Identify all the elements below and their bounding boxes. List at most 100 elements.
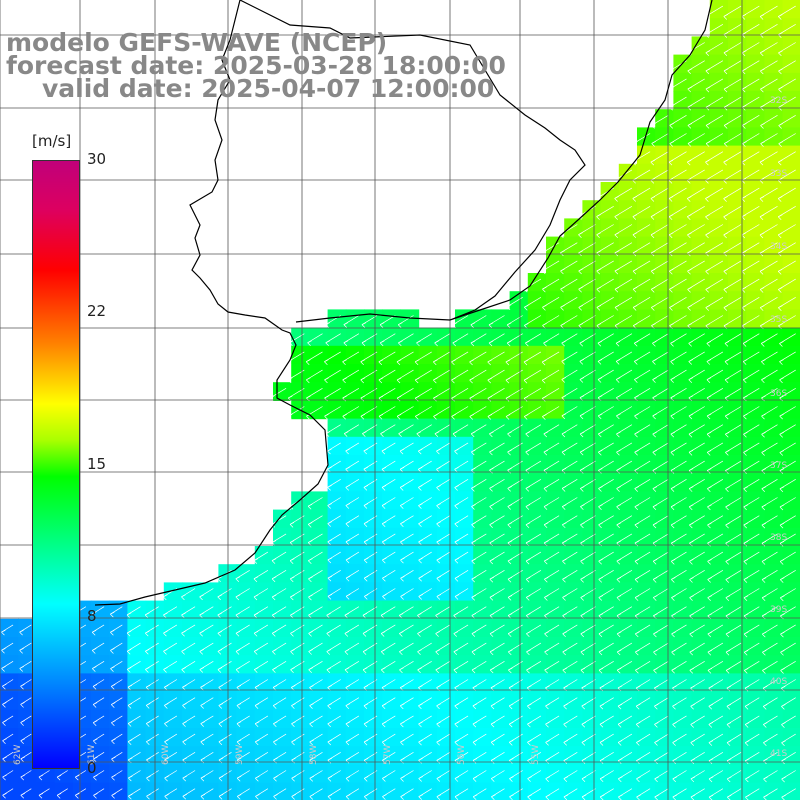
wind-arrow-head	[525, 595, 531, 601]
wind-arrow-head	[490, 703, 496, 710]
wind-cell	[254, 618, 274, 638]
wind-cell	[509, 473, 529, 492]
wind-cell	[309, 400, 329, 420]
wind-cell	[327, 436, 347, 456]
wind-cell	[728, 200, 747, 219]
wind-cell	[291, 655, 310, 674]
wind-arrow-head	[688, 341, 693, 347]
wind-cell	[618, 491, 638, 511]
wind-arrow-head	[525, 540, 531, 547]
wind-arrow-head	[689, 631, 694, 638]
wind-arrow-head	[145, 703, 151, 709]
wind-cell	[291, 764, 310, 784]
wind-cell	[600, 236, 620, 256]
wind-cell	[637, 182, 656, 201]
wind-cell	[436, 600, 456, 620]
wind-cell	[564, 655, 583, 674]
wind-cell	[600, 618, 620, 638]
wind-cell	[673, 236, 693, 256]
wind-cell	[782, 655, 800, 674]
wind-cell	[455, 418, 474, 438]
wind-cell	[782, 0, 800, 19]
wind-cell	[782, 600, 800, 620]
wind-cell	[327, 327, 347, 347]
wind-cell	[782, 527, 800, 547]
wind-cell	[600, 254, 620, 274]
wind-arrow-head	[526, 667, 531, 674]
wind-arrow-head	[597, 377, 603, 383]
wind-cell	[782, 582, 800, 602]
wind-arrow-head	[20, 738, 25, 745]
wind-cell	[382, 345, 401, 365]
wind-arrow-head	[19, 666, 24, 672]
wind-arrow-head	[779, 522, 785, 529]
wind-cell	[527, 455, 547, 474]
wind-arrow-head	[436, 776, 441, 782]
wind-cell	[382, 709, 401, 729]
wind-arrow-head	[652, 558, 658, 565]
wind-arrow-head	[309, 739, 314, 746]
wind-arrow-head	[508, 649, 513, 656]
wind-arrow-head	[670, 504, 676, 511]
wind-arrow-head	[706, 413, 712, 420]
wind-arrow-head	[779, 413, 784, 420]
wind-arrow-head	[687, 250, 692, 257]
wind-arrow-head	[705, 250, 710, 257]
wind-cell	[509, 291, 529, 310]
wind-arrow-head	[580, 486, 585, 492]
wind-arrow-head	[563, 721, 568, 728]
wind-cell	[273, 691, 292, 711]
wind-cell	[400, 709, 420, 729]
wind-arrow-head	[236, 721, 242, 727]
wind-cell	[509, 546, 529, 565]
wind-cell	[709, 127, 729, 147]
wind-cell	[200, 764, 219, 784]
wind-cell	[273, 600, 292, 620]
wind-arrow-head	[561, 504, 567, 510]
wind-arrow-head	[617, 740, 623, 746]
wind-cell	[691, 618, 711, 638]
wind-cell	[382, 600, 401, 620]
wind-cell	[200, 600, 219, 620]
wind-arrow-head	[596, 250, 601, 257]
wind-cell	[491, 364, 511, 383]
wind-cell	[782, 127, 800, 147]
wind-cell	[764, 218, 784, 238]
wind-cell	[364, 473, 383, 492]
wind-cell	[655, 218, 674, 238]
wind-cell	[309, 527, 329, 547]
wind-cell	[382, 364, 401, 383]
wind-arrow-head	[454, 448, 459, 455]
wind-arrow-head	[616, 577, 622, 583]
wind-arrow-head	[273, 721, 278, 728]
wind-cell	[436, 655, 456, 674]
wind-arrow-head	[687, 232, 692, 239]
wind-cell	[127, 600, 147, 620]
wind-cell	[527, 345, 547, 365]
wind-cell	[254, 709, 274, 729]
wind-arrow-head	[599, 685, 604, 692]
wind-cell	[709, 345, 729, 365]
wind-cell	[637, 509, 656, 529]
wind-cell	[418, 546, 438, 565]
wind-cell	[400, 418, 420, 438]
wind-cell	[673, 600, 693, 620]
wind-cell	[728, 127, 747, 147]
wind-cell	[327, 345, 347, 365]
wind-cell	[509, 309, 529, 329]
wind-arrow-head	[743, 631, 749, 638]
wind-arrow-head	[527, 703, 532, 710]
wind-arrow-head	[507, 631, 513, 637]
wind-arrow-head	[705, 159, 710, 166]
wind-cell	[764, 509, 784, 529]
wind-cell	[655, 491, 674, 511]
wind-cell	[728, 0, 747, 19]
wind-cell	[382, 527, 401, 547]
wind-arrow-head	[652, 431, 657, 438]
wind-arrow-head	[2, 774, 7, 781]
wind-cell	[254, 764, 274, 784]
wind-arrow-head	[543, 340, 548, 347]
wind-cell	[382, 746, 401, 765]
wind-cell	[345, 345, 365, 365]
wind-cell	[273, 509, 292, 529]
